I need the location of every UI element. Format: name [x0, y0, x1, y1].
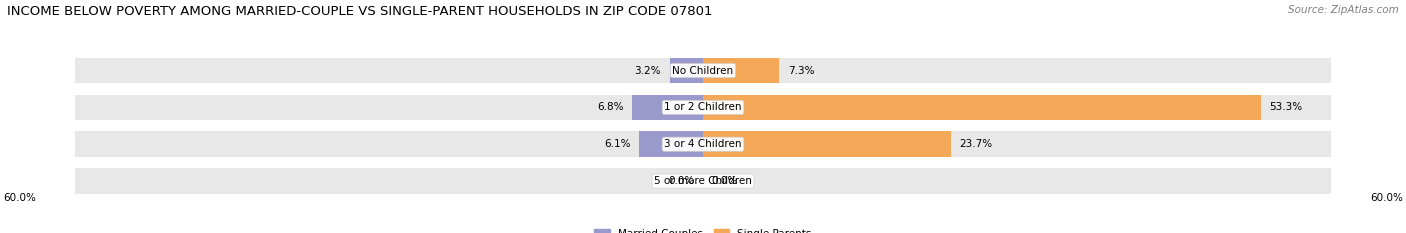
Text: 53.3%: 53.3%: [1270, 102, 1302, 112]
Text: Source: ZipAtlas.com: Source: ZipAtlas.com: [1288, 5, 1399, 15]
Text: 1 or 2 Children: 1 or 2 Children: [664, 102, 742, 112]
Text: 60.0%: 60.0%: [3, 193, 35, 203]
Text: 60.0%: 60.0%: [1371, 193, 1403, 203]
Bar: [669, 58, 703, 83]
Text: 5 or more Children: 5 or more Children: [654, 176, 752, 186]
Text: 23.7%: 23.7%: [959, 139, 993, 149]
Bar: [703, 58, 779, 83]
Bar: [703, 95, 1330, 120]
Bar: [76, 168, 703, 194]
Bar: [703, 168, 1330, 194]
Bar: [640, 131, 703, 157]
Text: 6.1%: 6.1%: [605, 139, 631, 149]
Bar: [703, 95, 1261, 120]
Text: 0.0%: 0.0%: [668, 176, 695, 186]
Text: 0.0%: 0.0%: [711, 176, 738, 186]
Text: 7.3%: 7.3%: [787, 65, 814, 75]
Bar: [703, 131, 950, 157]
Bar: [76, 58, 703, 83]
Text: INCOME BELOW POVERTY AMONG MARRIED-COUPLE VS SINGLE-PARENT HOUSEHOLDS IN ZIP COD: INCOME BELOW POVERTY AMONG MARRIED-COUPL…: [7, 5, 713, 18]
Bar: [631, 95, 703, 120]
Bar: [703, 58, 1330, 83]
Text: 3.2%: 3.2%: [634, 65, 661, 75]
Text: 3 or 4 Children: 3 or 4 Children: [664, 139, 742, 149]
Text: No Children: No Children: [672, 65, 734, 75]
Bar: [76, 131, 703, 157]
Text: 6.8%: 6.8%: [598, 102, 623, 112]
Bar: [76, 95, 703, 120]
Legend: Married Couples, Single Parents: Married Couples, Single Parents: [595, 229, 811, 233]
Bar: [703, 131, 1330, 157]
